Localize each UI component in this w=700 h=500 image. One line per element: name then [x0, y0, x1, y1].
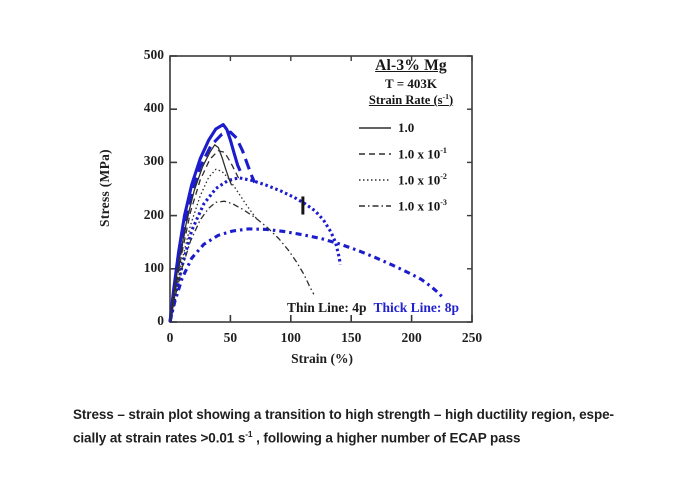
- x-tick-label-50: 50: [223, 330, 238, 345]
- legend-entry-sup: -2: [440, 171, 447, 181]
- y-tick-label-0: 0: [157, 313, 164, 328]
- legend-rate-heading-close: ): [448, 93, 454, 108]
- series-4p-rate-1e-3: [169, 200, 315, 323]
- stress-strain-plot: Stress (MPa) Strain (%) Al-3% Mg T = 403…: [97, 47, 483, 366]
- x-axis-label: Strain (%): [291, 351, 353, 366]
- legend-entry-label: 1.0 x 10-1: [398, 145, 447, 162]
- series-4p-rate-1e-1: [169, 150, 240, 323]
- x-tick-label-150: 150: [341, 330, 362, 345]
- legend-entry-label: 1.0 x 10-2: [398, 171, 447, 188]
- series-8p-rate-1e-2: [168, 176, 342, 323]
- y-axis-label: Stress (MPa): [97, 149, 112, 227]
- caption-line-2-end: , following a higher number of ECAP pass: [252, 430, 521, 445]
- caption-superscript: -1: [245, 428, 253, 439]
- line-style-note: Thin Line: 4p Thick Line: 8p: [287, 300, 459, 316]
- thin-line-note: Thin Line: 4p: [287, 300, 367, 315]
- legend-rate-heading-sup: -1: [442, 92, 449, 101]
- plot-canvas: [168, 55, 473, 323]
- legend-entry-dashdot: 1.0 x 10-3: [348, 193, 474, 219]
- legend-entry-label: 1.0: [398, 120, 415, 136]
- caption-line-1: Stress – strain plot showing a transitio…: [73, 407, 614, 422]
- legend: Al-3% Mg T = 403K Strain Rate (s-1) 1.0 1…: [348, 57, 474, 219]
- y-tick-label-400: 400: [143, 100, 164, 116]
- series-8p-rate-1e-1: [168, 130, 257, 323]
- legend-entry-dashed: 1.0 x 10-1: [348, 141, 474, 167]
- series-4p-rate-1e-2: [169, 168, 258, 323]
- legend-entry-label: 1.0 x 10-3: [398, 197, 447, 214]
- y-tick-label-100: 100: [143, 259, 164, 275]
- legend-entry-solid: 1.0: [348, 115, 474, 141]
- figure-caption: Stress – strain plot showing a transitio…: [73, 406, 673, 448]
- legend-line-sample-dashdot: [359, 205, 391, 207]
- legend-temperature: T = 403K: [385, 76, 437, 91]
- caption-line-2: cially at strain rates >0.01 s: [73, 430, 246, 445]
- y-tick-label-300: 300: [143, 153, 164, 169]
- legend-line-sample-solid: [359, 127, 391, 129]
- x-tick-label-200: 200: [401, 330, 422, 345]
- legend-entry-sup: -1: [440, 145, 447, 155]
- series-4p-rate-1.0: [169, 144, 233, 323]
- legend-entry-dotted: 1.0 x 10-2: [348, 167, 474, 193]
- series-8p-rate-1.0: [168, 123, 242, 323]
- thick-line-note: Thick Line: 8p: [373, 300, 460, 315]
- legend-line-sample-dashed: [359, 153, 391, 155]
- x-tick-label-250: 250: [461, 330, 483, 345]
- x-tick-label-0: 0: [166, 330, 174, 345]
- legend-rate-heading: Strain Rate (s-1): [348, 92, 474, 108]
- y-tick-label-500: 500: [143, 47, 164, 62]
- y-tick-label-200: 200: [143, 206, 164, 222]
- legend-entry-sup: -3: [440, 197, 447, 207]
- x-tick-label-100: 100: [280, 330, 301, 345]
- plot-frame: [169, 55, 473, 323]
- legend-entries: 1.0 1.0 x 10-1 1.0 x 10-2 1.0 x 10-3: [348, 115, 474, 219]
- legend-line-sample-dotted: [359, 179, 391, 181]
- legend-title: Al-3% Mg: [375, 57, 447, 74]
- legend-rate-heading-text: Strain Rate (s: [368, 93, 443, 108]
